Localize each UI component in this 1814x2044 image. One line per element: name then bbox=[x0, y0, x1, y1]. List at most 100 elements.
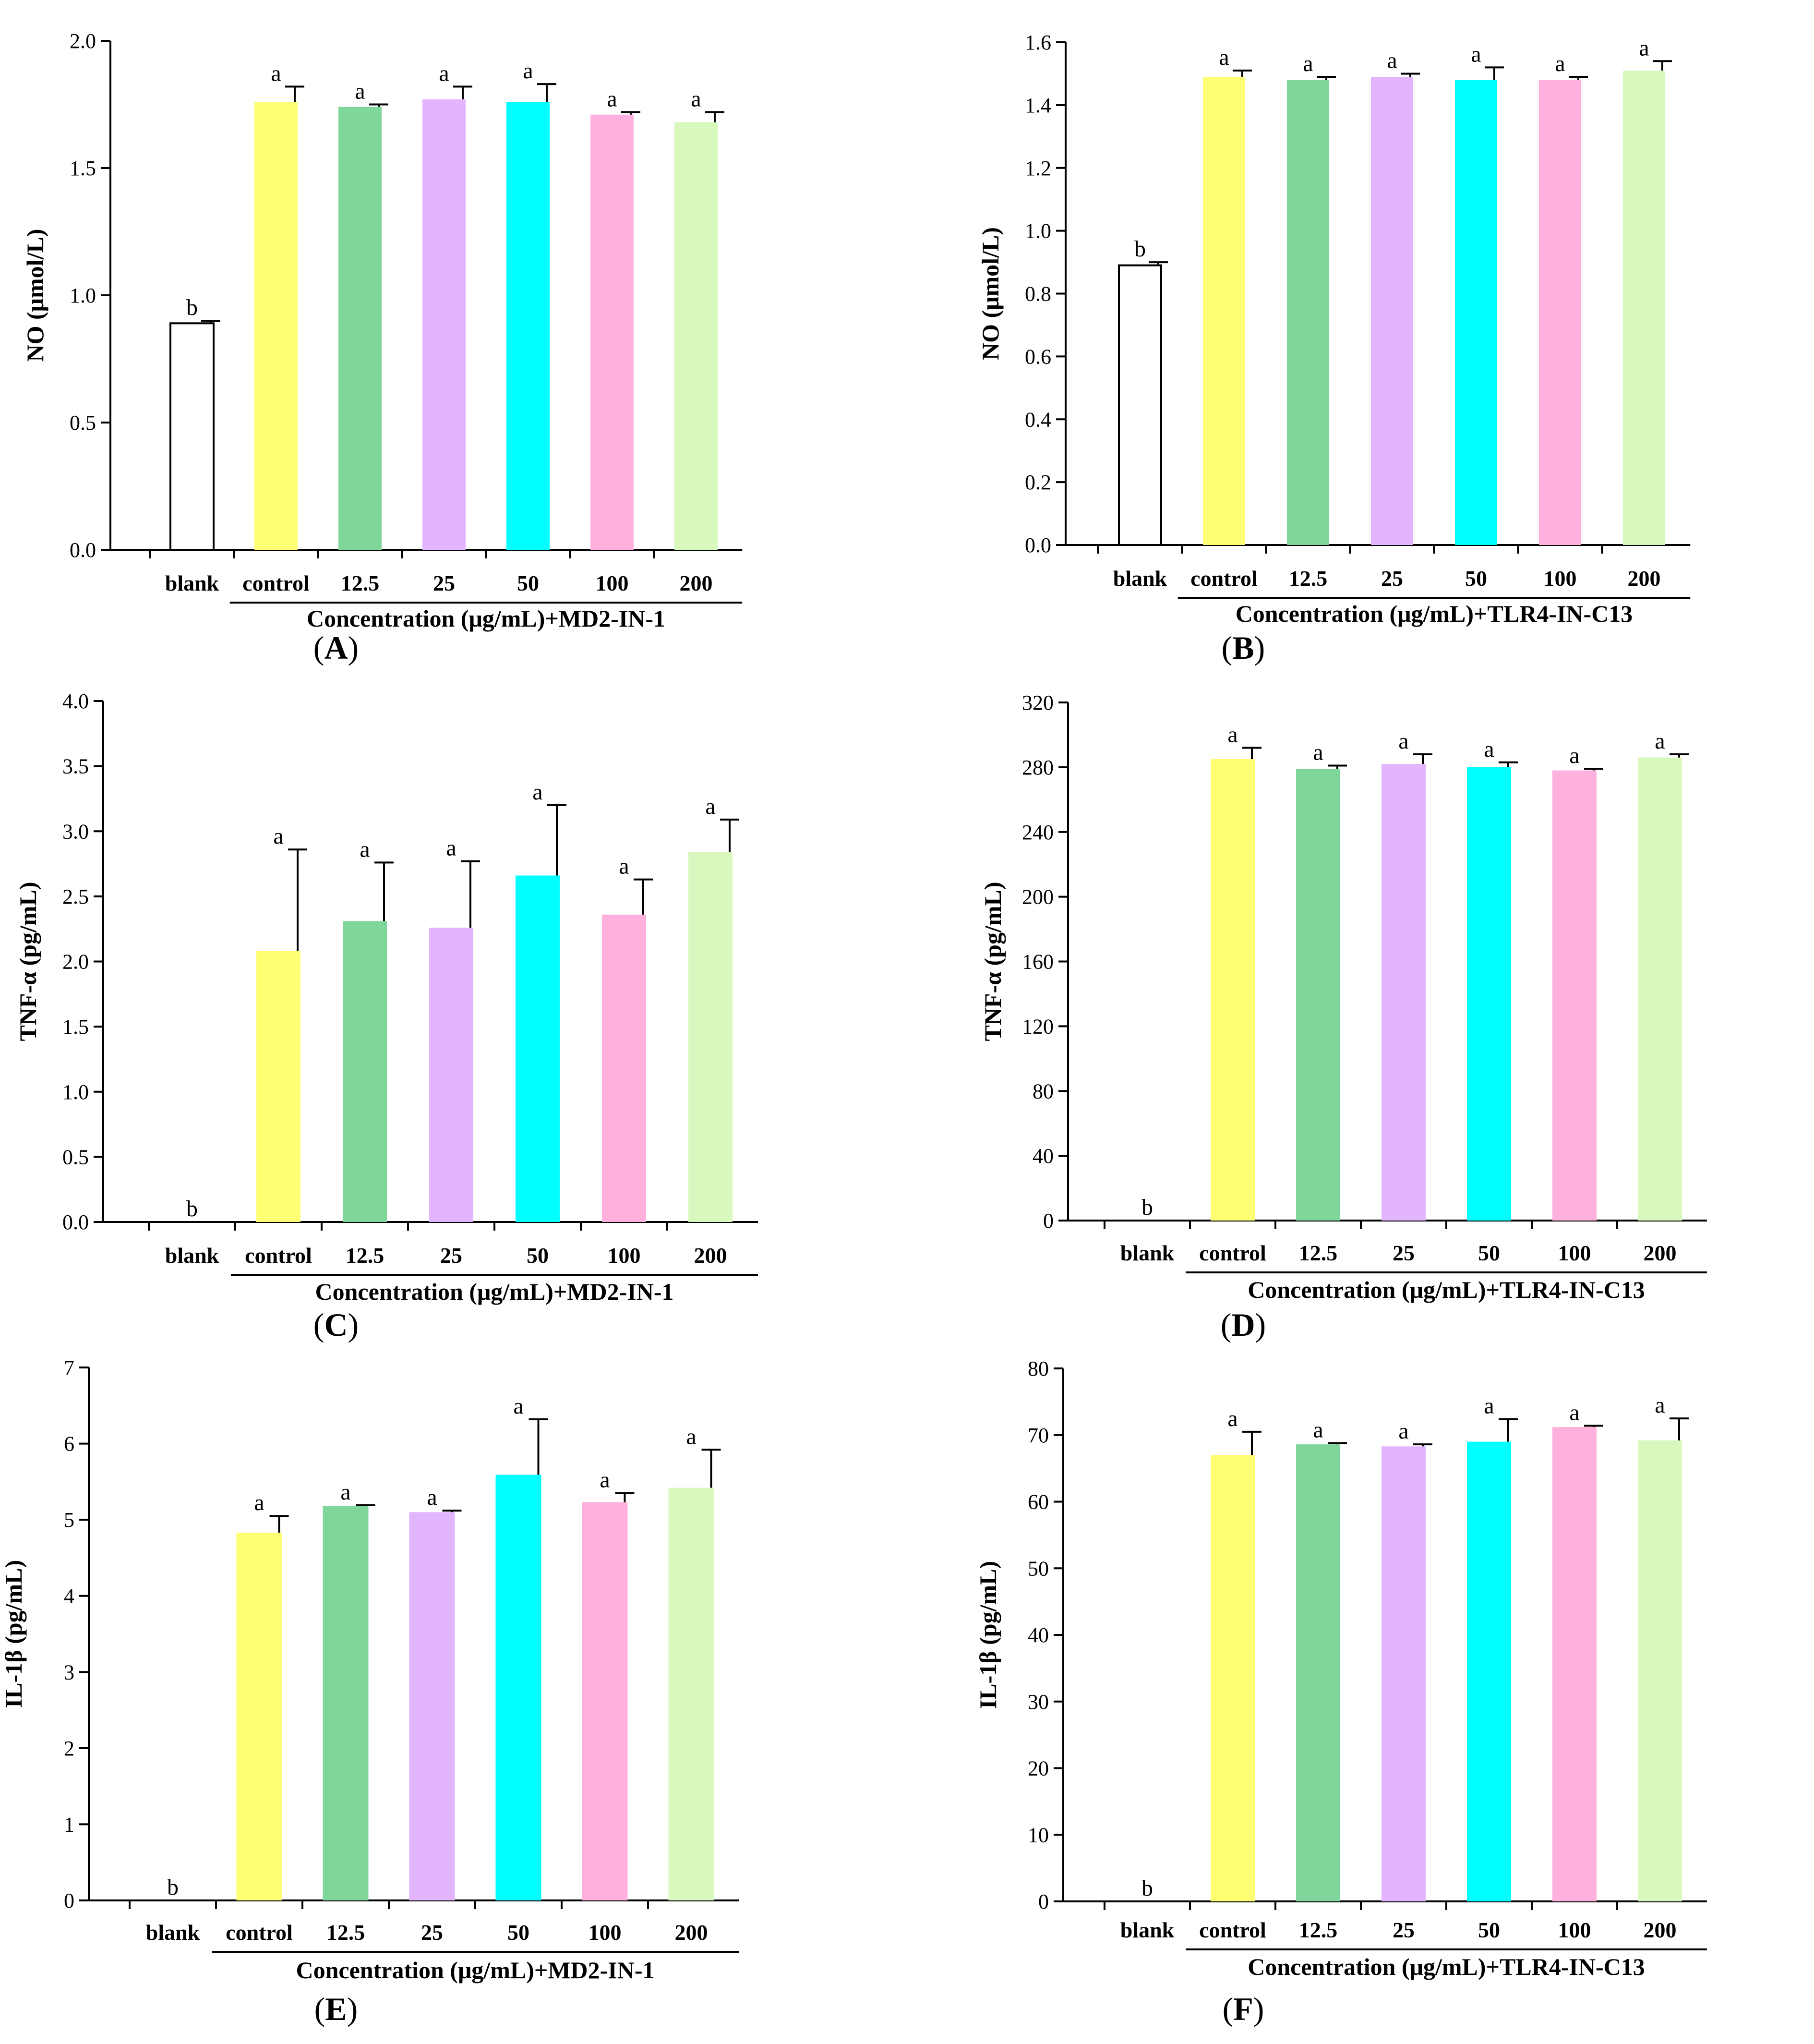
y-tick-label: 0.0 bbox=[1025, 533, 1051, 557]
significance-letter: a bbox=[355, 79, 365, 104]
chart-f: 0 10 20 30 40 50 60 70 80 IL-1β (pg/mL) b blank a con… bbox=[974, 1359, 1707, 1980]
bar-12-5 bbox=[1296, 769, 1340, 1221]
significance-letter: a bbox=[607, 86, 617, 111]
significance-letter: a bbox=[340, 1479, 350, 1505]
significance-letter: a bbox=[1227, 1406, 1237, 1431]
x-tick-label: 200 bbox=[1628, 566, 1661, 591]
significance-letter: a bbox=[446, 835, 456, 861]
bar-blank bbox=[1118, 264, 1162, 546]
x-tick-label: control bbox=[1190, 566, 1258, 591]
significance-letter: a bbox=[1398, 728, 1408, 754]
y-tick-label: 5 bbox=[64, 1508, 74, 1532]
y-tick-label: 40 bbox=[1033, 1144, 1054, 1168]
y-tick-label: 2 bbox=[64, 1737, 74, 1760]
x-tick-label: control bbox=[242, 571, 310, 595]
bar-200 bbox=[1638, 757, 1682, 1221]
panel-b: 0.0 0.2 0.4 0.6 0.8 1.0 1.2 1.4 1.6 NO (μmol/L) b b… bbox=[907, 0, 1814, 677]
chart-e: 0 1 2 3 4 5 6 7 IL-1β (pg/mL) b blank a control a 12.5… bbox=[0, 1359, 739, 1984]
significance-letter: a bbox=[600, 1467, 610, 1493]
x-tick-label: 12.5 bbox=[346, 1243, 384, 1268]
x-tick-label: 50 bbox=[517, 571, 539, 595]
y-tick-label: 1.2 bbox=[1025, 157, 1051, 180]
bar-50 bbox=[506, 102, 550, 550]
x-tick-label: 100 bbox=[1544, 566, 1577, 591]
x-tick-label: 12.5 bbox=[341, 571, 380, 595]
bar-25 bbox=[1382, 1446, 1426, 1901]
significance-letter: a bbox=[1398, 1418, 1408, 1444]
bar-100 bbox=[590, 114, 634, 550]
bar-control bbox=[256, 951, 300, 1222]
bar-100 bbox=[602, 914, 646, 1222]
y-tick-label: 1.5 bbox=[62, 1015, 89, 1039]
bar-25 bbox=[422, 99, 466, 550]
x-tick-label: 100 bbox=[1558, 1241, 1591, 1265]
x-tick-label: blank bbox=[146, 1920, 200, 1945]
y-tick-label: 0 bbox=[64, 1889, 74, 1912]
x-tick-label: 100 bbox=[1558, 1918, 1591, 1942]
bar-50 bbox=[1455, 80, 1497, 545]
y-tick-label: 0.2 bbox=[1025, 471, 1051, 494]
significance-letter: a bbox=[513, 1393, 523, 1419]
significance-letter: a bbox=[523, 58, 533, 84]
y-tick-label: 120 bbox=[1022, 1015, 1054, 1038]
x-tick-label: 200 bbox=[1644, 1241, 1677, 1265]
y-tick-label: 1.0 bbox=[70, 284, 96, 307]
significance-letter: a bbox=[1387, 48, 1397, 73]
panel-label-c: (C) bbox=[313, 1306, 359, 1343]
bar-50 bbox=[495, 1475, 541, 1900]
x-tick-label: 200 bbox=[680, 571, 713, 595]
y-tick-label: 3.0 bbox=[62, 820, 89, 843]
chart-a: 0.0 0.5 1.0 1.5 2.0 NO (μmol/L) b blank a control… bbox=[22, 29, 743, 632]
bar-control bbox=[1211, 1455, 1255, 1901]
y-tick-label: 0 bbox=[1038, 1890, 1049, 1913]
x-tick-label: blank bbox=[1120, 1241, 1175, 1265]
x-tick-label: 100 bbox=[596, 571, 629, 595]
bar-50 bbox=[1467, 1441, 1511, 1901]
significance-letter: a bbox=[1313, 740, 1323, 765]
panel-f: 0 10 20 30 40 50 60 70 80 IL-1β (pg/mL) b blank a con… bbox=[907, 1359, 1814, 2036]
y-tick-label: 200 bbox=[1022, 885, 1054, 909]
x-tick-label: 25 bbox=[1393, 1918, 1415, 1942]
y-tick-label: 2.0 bbox=[70, 29, 96, 53]
x-axis-label: Concentration (μg/mL)+TLR4-IN-C13 bbox=[1248, 1953, 1645, 1980]
panel-label-b: (B) bbox=[1221, 629, 1265, 666]
y-tick-label: 30 bbox=[1028, 1690, 1049, 1714]
bar-100 bbox=[1552, 1427, 1597, 1901]
significance-letter: a bbox=[691, 86, 701, 111]
panel-label-e: (E) bbox=[314, 1991, 358, 2027]
y-tick-label: 4 bbox=[64, 1584, 74, 1608]
x-tick-label: 25 bbox=[1393, 1241, 1415, 1265]
panel-c: 0.0 0.5 1.0 1.5 2.0 2.5 3.0 3.5 4.0 TNF-α (pg/mL)… bbox=[0, 679, 907, 1356]
y-axis-label: TNF-α (pg/mL) bbox=[979, 882, 1006, 1041]
x-tick-label: blank bbox=[1120, 1918, 1175, 1942]
x-tick-label: 25 bbox=[433, 571, 455, 595]
y-tick-label: 10 bbox=[1028, 1823, 1049, 1847]
x-tick-label: control bbox=[1199, 1918, 1266, 1942]
bar-12-5 bbox=[323, 1506, 369, 1900]
y-tick-label: 6 bbox=[64, 1432, 74, 1456]
x-tick-label: 12.5 bbox=[326, 1920, 365, 1945]
y-tick-label: 0.4 bbox=[1025, 408, 1051, 431]
bar-25 bbox=[1371, 76, 1413, 545]
y-tick-label: 3.5 bbox=[62, 755, 89, 778]
x-tick-label: blank bbox=[165, 1243, 219, 1268]
bar-blank bbox=[169, 322, 215, 551]
bar-control bbox=[254, 102, 298, 550]
significance-letter: a bbox=[1219, 45, 1229, 70]
x-tick-label: blank bbox=[1113, 566, 1167, 591]
x-tick-label: 100 bbox=[589, 1920, 622, 1945]
y-axis-label: NO (μmol/L) bbox=[977, 227, 1004, 360]
y-tick-label: 0.5 bbox=[70, 411, 96, 435]
panel-label-a: (A) bbox=[313, 629, 359, 666]
x-tick-label: blank bbox=[165, 571, 219, 595]
x-tick-label: 50 bbox=[527, 1243, 549, 1268]
y-tick-label: 20 bbox=[1028, 1757, 1049, 1780]
x-tick-label: 50 bbox=[1478, 1241, 1500, 1265]
y-axis-label: IL-1β (pg/mL) bbox=[0, 1560, 27, 1708]
y-tick-label: 40 bbox=[1028, 1623, 1049, 1647]
bar-12-5 bbox=[1287, 80, 1329, 545]
x-tick-label: control bbox=[1199, 1241, 1266, 1265]
significance-letter: b bbox=[1141, 1875, 1153, 1901]
bar-100 bbox=[1539, 80, 1581, 545]
significance-letter: a bbox=[1655, 728, 1665, 754]
